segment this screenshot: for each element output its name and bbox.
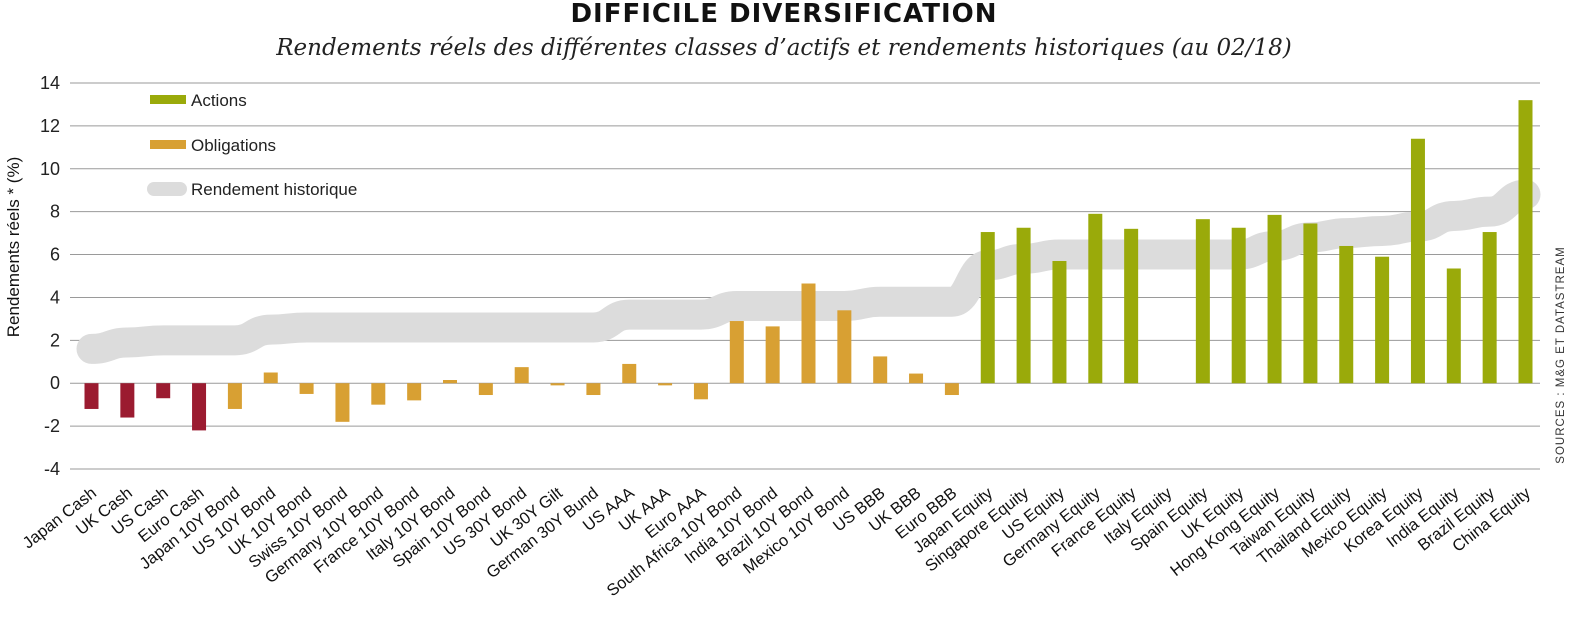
y-tick-label: 10 <box>40 159 60 179</box>
bars <box>84 100 1533 431</box>
legend-label-obligations: Obligations <box>191 136 276 155</box>
y-tick-label: 14 <box>40 73 60 93</box>
chart-subtitle: Rendements réels des différentes classes… <box>275 35 1292 61</box>
source-note: SOURCES : M&G ET DATASTREAM <box>1555 246 1567 463</box>
y-axis-ticks: -4 -2 0 2 4 6 8 10 12 14 <box>40 73 60 479</box>
bar <box>299 383 314 394</box>
bar <box>192 383 207 431</box>
bar <box>1016 227 1031 384</box>
bar <box>263 372 278 384</box>
bar <box>873 356 888 384</box>
chart-title: DIFFICILE DIVERSIFICATION <box>570 0 997 29</box>
bar <box>1410 138 1425 384</box>
bar <box>622 363 637 384</box>
legend-swatch-actions <box>150 95 186 104</box>
bar <box>693 383 708 400</box>
legend-swatch-obligations <box>150 140 186 149</box>
y-tick-label: -4 <box>44 459 60 479</box>
y-tick-label: -2 <box>44 416 60 436</box>
y-tick-label: 12 <box>40 116 60 136</box>
y-tick-label: 4 <box>50 287 60 307</box>
bar <box>909 373 924 384</box>
gridlines <box>70 82 1540 470</box>
bar <box>1124 228 1139 384</box>
bar <box>514 367 529 384</box>
bar <box>1446 268 1461 384</box>
bar <box>658 383 673 386</box>
bar <box>1303 223 1318 384</box>
bar <box>837 310 852 384</box>
legend-label-actions: Actions <box>191 91 247 110</box>
y-tick-label: 0 <box>50 373 60 393</box>
y-axis-label: Rendements réels * (%) <box>4 157 23 337</box>
y-tick-label: 8 <box>50 202 60 222</box>
bar <box>729 321 744 384</box>
bar <box>478 383 493 396</box>
bar <box>1518 100 1533 384</box>
bar <box>407 383 422 401</box>
bar <box>1267 214 1282 384</box>
bar <box>586 383 601 396</box>
legend: Actions Obligations Rendement historique <box>147 91 357 199</box>
bar <box>84 383 99 409</box>
bar <box>1195 219 1210 384</box>
bar <box>1482 232 1497 384</box>
bar <box>980 232 995 384</box>
bar <box>227 383 242 409</box>
bar <box>801 283 816 384</box>
y-tick-label: 2 <box>50 330 60 350</box>
bar <box>944 383 959 396</box>
bar <box>335 383 350 422</box>
bar <box>1231 227 1246 384</box>
bar <box>371 383 386 405</box>
bar <box>1375 256 1390 384</box>
y-tick-label: 6 <box>50 245 60 265</box>
bar <box>120 383 135 418</box>
bar <box>550 383 565 386</box>
bar <box>1052 260 1067 384</box>
legend-label-historique: Rendement historique <box>191 180 357 199</box>
bar <box>156 383 171 399</box>
bar <box>765 326 780 384</box>
bar <box>1339 245 1354 384</box>
bar <box>1088 213 1103 384</box>
bar <box>443 380 457 384</box>
